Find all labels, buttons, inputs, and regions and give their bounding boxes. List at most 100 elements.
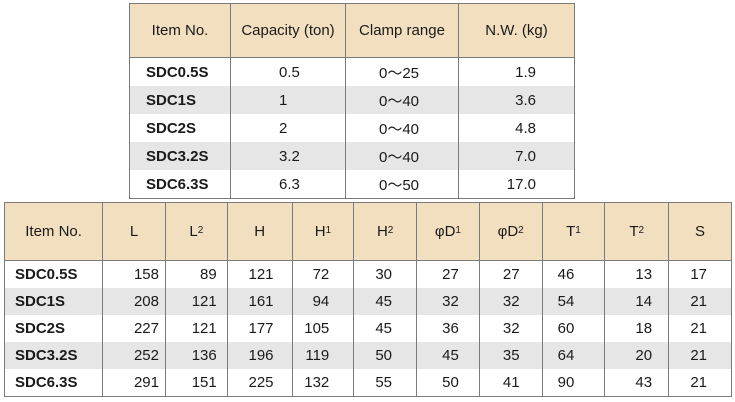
cell-item: SDC3.2S [4, 342, 104, 369]
cell-h1: 72 [292, 260, 355, 288]
cell-h2: 45 [353, 288, 418, 315]
cell-net-weight: 17.0 [506, 175, 536, 193]
cell-item-no: SDC1S [129, 86, 231, 114]
header-l2: L2 [165, 202, 228, 261]
cell-l2: 121 [165, 315, 228, 342]
header-d2: φD2 [479, 202, 543, 261]
cell-item-no: SDC6.3S [129, 170, 231, 199]
cell-t2: 13 [604, 260, 670, 288]
table-row: SDC0.5S 0.5 0～25 1.9 [129, 57, 575, 86]
cell-h: 121 [227, 260, 293, 288]
cell-d1: 45 [416, 342, 480, 369]
cell-l: 227 [102, 315, 166, 342]
cell-t1: 54 [542, 288, 606, 315]
cell-s: 21 [668, 342, 732, 369]
cell-capacity: 6.3 [230, 170, 346, 199]
table-row: SDC2S 227 121 177 105 45 36 32 60 18 21 [4, 315, 732, 342]
cell-t2: 43 [604, 369, 670, 397]
cell-t2: 20 [604, 342, 670, 369]
header-h2: H2 [353, 202, 418, 261]
cell-t1: 46 [542, 260, 606, 288]
cell-d1: 27 [416, 260, 480, 288]
cell-l2: 151 [165, 369, 228, 397]
cell-item: SDC0.5S [4, 260, 104, 288]
cell-item: SDC6.3S [4, 369, 104, 397]
cell-t1: 60 [542, 315, 606, 342]
cell-net-weight: 3.6 [458, 86, 575, 114]
table-row: SDC3.2S 3.2 0～40 7.0 [129, 142, 575, 170]
capacity-table: Item No. Capacity (ton) Clamp range N.W.… [129, 3, 575, 199]
cell-s: 21 [668, 288, 732, 315]
cell-l: 291 [102, 369, 166, 397]
cell-s: 21 [690, 320, 707, 337]
cell-item: SDC2S [4, 315, 104, 342]
cell-capacity: 0.5 [230, 57, 346, 86]
cell-d2: 32 [479, 288, 543, 315]
cell-capacity: 3.2 [230, 142, 346, 170]
cell-h1: 132 [292, 369, 355, 397]
cell-d1: 50 [416, 369, 480, 397]
header-item-no: Item No. [4, 202, 104, 261]
cell-net-weight: 7.0 [458, 142, 575, 170]
cell-h: 225 [227, 369, 293, 397]
cell-l2: 136 [165, 342, 228, 369]
header-clamp-range: Clamp range [345, 3, 459, 58]
cell-l: 252 [102, 342, 166, 369]
table-row: SDC3.2S 252 136 196 119 50 45 35 64 20 21 [4, 342, 732, 369]
header-capacity: Capacity (ton) [230, 3, 346, 58]
cell-clamp-range: 0～50 [345, 170, 459, 199]
cell-d2: 35 [479, 342, 543, 369]
header-item-no: Item No. [129, 3, 231, 58]
dimensions-table: Item No. L L2 H H1 H2 φD1 φD2 T1 T2 S SD… [4, 202, 732, 397]
cell-item: SDC1S [4, 288, 104, 315]
dimensions-table-header: Item No. L L2 H H1 H2 φD1 φD2 T1 T2 S [4, 202, 732, 261]
header-d1: φD1 [416, 202, 480, 261]
table-row: SDC2S 2 0～40 4.8 [129, 114, 575, 142]
cell-h2: 45 [353, 315, 418, 342]
cell-d2: 32 [479, 315, 543, 342]
cell-clamp-range: 0～40 [345, 114, 459, 142]
cell-capacity: 2 [230, 114, 346, 142]
header-l: L [102, 202, 166, 261]
header-h1: H1 [292, 202, 355, 261]
cell-h1: 94 [292, 288, 355, 315]
cell-h1: 105 [292, 315, 355, 342]
cell-capacity: 1 [230, 86, 346, 114]
dimensions-table-body: SDC0.5S 158 89 121 72 30 27 27 46 13 17 SDC1S 208 121… [4, 260, 732, 397]
capacity-table-header: Item No. Capacity (ton) Clamp range N.W.… [129, 3, 575, 58]
header-t2: T2 [604, 202, 670, 261]
cell-s: 17 [690, 266, 707, 283]
cell-d2: 41 [479, 369, 543, 397]
cell-s: 21 [690, 374, 707, 391]
cell-l: 208 [102, 288, 166, 315]
cell-h2: 30 [353, 260, 418, 288]
table-row: SDC6.3S 6.3 0～50 17.0 [129, 170, 575, 199]
cell-d1: 36 [416, 315, 480, 342]
table-row: SDC6.3S 291 151 225 132 55 50 41 90 43 21 [4, 369, 732, 397]
cell-item-no: SDC3.2S [129, 142, 231, 170]
cell-clamp-range: 0～40 [345, 142, 459, 170]
cell-clamp-range: 0～25 [345, 57, 459, 86]
cell-item-no: SDC2S [129, 114, 231, 142]
capacity-table-body: SDC0.5S 0.5 0～25 1.9 SDC1S 1 0～40 3.6 SDC2S 2 0～40… [129, 57, 575, 199]
header-h: H [227, 202, 293, 261]
cell-d1: 32 [416, 288, 480, 315]
cell-h2: 50 [353, 342, 418, 369]
cell-t1: 90 [542, 369, 606, 397]
cell-h: 196 [227, 342, 293, 369]
cell-t2: 18 [604, 315, 670, 342]
cell-l: 158 [102, 260, 166, 288]
cell-l2: 121 [165, 288, 228, 315]
cell-l2: 89 [165, 260, 228, 288]
cell-t1: 64 [542, 342, 606, 369]
header-t1: T1 [542, 202, 606, 261]
header-net-weight: N.W. (kg) [458, 3, 575, 58]
cell-net-weight: 1.9 [515, 63, 536, 81]
cell-t2: 14 [604, 288, 670, 315]
table-row: SDC0.5S 158 89 121 72 30 27 27 46 13 17 [4, 260, 732, 288]
cell-net-weight: 4.8 [515, 119, 536, 137]
header-s: S [668, 202, 732, 261]
cell-h1: 119 [292, 342, 355, 369]
cell-h: 161 [227, 288, 293, 315]
cell-item-no: SDC0.5S [129, 57, 231, 86]
